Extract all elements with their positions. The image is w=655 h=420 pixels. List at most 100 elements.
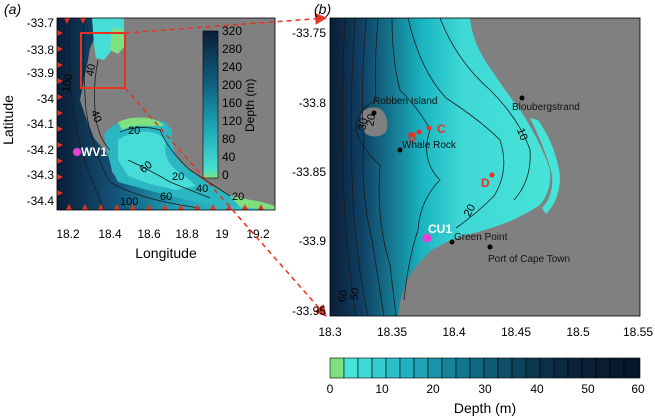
contour-label: 10: [514, 127, 529, 143]
panel-a-label: (a): [4, 1, 21, 17]
site-b-marker-2: [408, 132, 414, 138]
ytick: -33.8: [27, 43, 55, 57]
table-bay-shallow: [92, 18, 124, 60]
whale-rock-marker: [397, 147, 403, 153]
contour-label: 40: [88, 109, 103, 125]
zoom-box: [80, 32, 126, 89]
colorbar-tick: 200: [222, 78, 242, 92]
xtick: 18.55: [623, 325, 653, 339]
contour-label: 20: [364, 113, 378, 127]
panel-a-contours: [68, 18, 231, 210]
colorbar-tick: 60: [631, 382, 645, 396]
green-point-marker: [449, 239, 455, 245]
station-wv1-label: WV1: [81, 145, 107, 159]
colorbar-tick: 50: [581, 382, 595, 396]
place-label: Bloubergstrand: [512, 102, 580, 113]
panel-a-colorbar: [202, 30, 219, 179]
xtick: 18.5: [566, 325, 590, 339]
bay-shallow-east: [530, 118, 560, 214]
colorbar-tick: 80: [222, 132, 236, 146]
contour-label: 40: [196, 183, 208, 195]
ytick: -34.1: [27, 117, 55, 131]
contour-label: 20: [128, 125, 140, 137]
colorbar-tick: 120: [222, 114, 242, 128]
site-c-marker: [426, 125, 432, 131]
site-d-label: D: [481, 176, 490, 190]
contour-label: 40: [84, 63, 98, 77]
ytick: -33.9: [27, 66, 55, 80]
colorbar-tick: 0: [327, 382, 334, 396]
contour-label: 30: [356, 117, 370, 131]
colorbar-tick: 10: [375, 382, 389, 396]
xtick: 18.2: [56, 227, 80, 241]
xtick: 18.4: [442, 325, 466, 339]
colorbar-segments: [329, 357, 641, 379]
ytick: -34.4: [27, 194, 55, 208]
site-b-label: B: [408, 130, 417, 144]
panel-b-contours: [342, 18, 531, 316]
place-label: Robben Island: [373, 96, 438, 107]
ytick: -34.2: [27, 143, 55, 157]
panel-a-xticks: 18.2 18.4 18.6 18.8 19 19.2: [56, 227, 270, 241]
colorbar-tick: 320: [222, 24, 242, 38]
panel-a-ylabel: Latitude: [0, 95, 16, 145]
bottom-colorbar-ticks: 0 10 20 30 40 50 60: [327, 382, 645, 396]
xtick: 18.35: [377, 325, 407, 339]
contour-label: 20: [232, 191, 244, 203]
ytick: -33.8: [299, 96, 327, 110]
station-cu1-label: CU1: [428, 222, 452, 236]
colorbar-tick: 280: [222, 42, 242, 56]
panel-a-colorbar-ticks: 320 280 240 200 160 120 80 40 0: [222, 24, 242, 182]
robben-island: [360, 107, 388, 137]
zoom-arrow-bottom: [124, 87, 327, 317]
robben-island-marker: [371, 110, 377, 116]
bloubergstrand-marker: [519, 95, 525, 101]
colorbar-tick: 240: [222, 60, 242, 74]
panel-b-map: 10 20 30 20 50 60 Robben Island Blouberg…: [330, 18, 640, 316]
false-bay-fringe: [118, 117, 164, 130]
contour-label: 20: [172, 171, 184, 183]
contour-label: 20: [462, 202, 479, 219]
port-marker: [487, 244, 493, 250]
panel-a-colorbar-title: Depth (m): [243, 79, 257, 132]
colorbar-tick: 0: [222, 168, 229, 182]
place-label: Green Point: [454, 232, 508, 243]
boundary-markers: [57, 18, 264, 210]
site-b-marker: [416, 129, 422, 135]
agulhas-fringe: [230, 196, 275, 210]
panel-a-map: 100 40 20 40 60 20 100 60 40 20 WV1: [57, 18, 275, 210]
contour-label: 60: [160, 191, 172, 203]
colorbar-tick: 40: [530, 382, 544, 396]
xtick: 19: [215, 227, 229, 241]
site-c-label: C: [437, 122, 446, 136]
xtick: 19.2: [246, 227, 270, 241]
site-d-marker: [489, 172, 495, 178]
ytick: -33.85: [292, 165, 326, 179]
panel-b-xticks: 18.3 18.35 18.4 18.45 18.5 18.55: [318, 325, 653, 339]
panel-a-frame: [56, 17, 276, 211]
xtick: 18.45: [501, 325, 531, 339]
contour-label: 60: [336, 289, 350, 303]
contour-label: 100: [120, 196, 138, 208]
false-bay-shallow: [118, 131, 196, 190]
panel-b-label: (b): [314, 1, 331, 17]
table-bay-fringe: [110, 28, 125, 54]
colorbar-tick: 20: [426, 382, 440, 396]
panel-b: (b) 10 20 30 20 50 60: [292, 1, 653, 339]
bottom-colorbar-title: Depth (m): [454, 400, 516, 416]
panel-b-yticks: -33.75 -33.8 -33.85 -33.9 -33.95: [292, 26, 326, 318]
ocean-west: [57, 18, 275, 210]
ytick: -34.3: [27, 168, 55, 182]
ytick: -33.95: [292, 304, 326, 318]
station-wv1-marker: [73, 148, 81, 156]
panel-a: (a): [0, 1, 276, 261]
xtick: 18.4: [98, 227, 122, 241]
ytick: -33.7: [27, 16, 55, 30]
colorbar-tick: 30: [478, 382, 492, 396]
place-label: Whale Rock: [402, 140, 457, 151]
xtick: 18.8: [175, 227, 199, 241]
xtick: 18.3: [318, 325, 342, 339]
place-label: Port of Cape Town: [488, 254, 570, 265]
contour-label: 50: [348, 287, 362, 301]
